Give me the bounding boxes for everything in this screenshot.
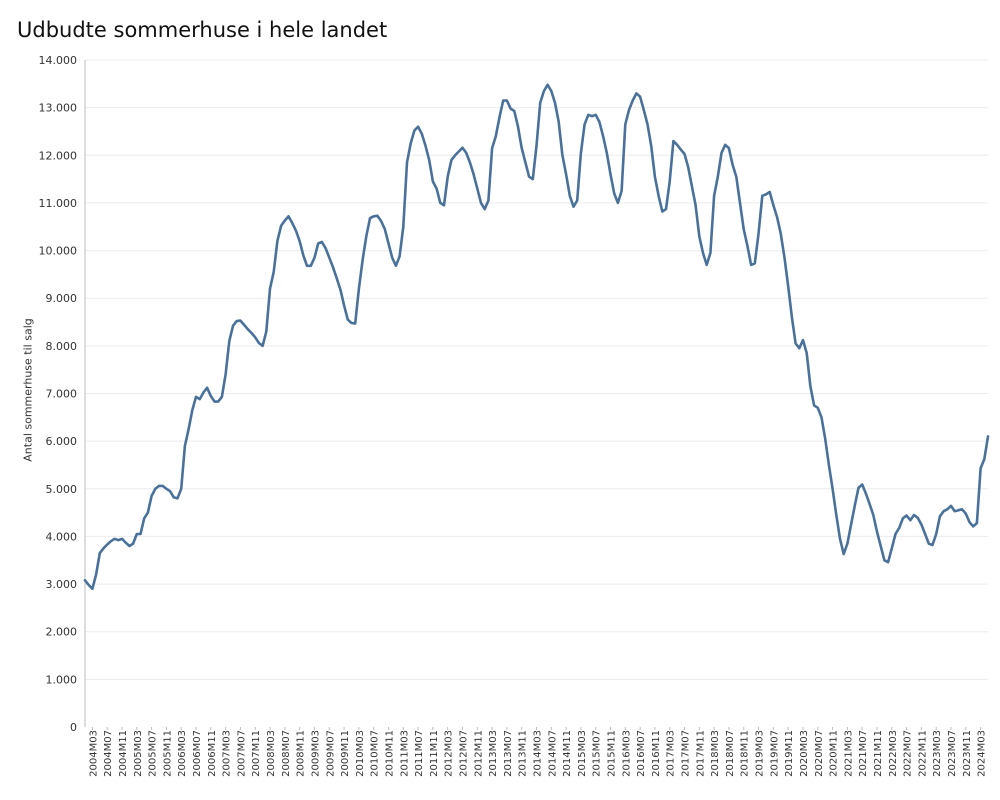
y-tick-label: 2.000 [46, 626, 78, 639]
x-tick-label: 2010M11 [384, 730, 395, 777]
x-tick-label: 2023M03 [932, 730, 943, 777]
x-tick-label: 2014M07 [547, 730, 558, 777]
x-tick-label: 2007M11 [251, 730, 262, 777]
x-tick-label: 2024M03 [977, 730, 988, 777]
x-tick-label: 2007M03 [222, 730, 233, 777]
x-tick-label: 2013M07 [503, 730, 514, 777]
x-tick-label: 2016M07 [636, 730, 647, 777]
y-tick-label: 4.000 [46, 530, 78, 543]
y-tick-label: 13.000 [39, 102, 78, 115]
x-tick-label: 2011M07 [414, 730, 425, 777]
x-tick-label: 2011M11 [429, 730, 440, 777]
x-tick-label: 2018M03 [710, 730, 721, 777]
x-tick-label: 2004M07 [103, 730, 114, 777]
x-tick-label: 2005M03 [133, 730, 144, 777]
x-tick-label: 2017M03 [666, 730, 677, 777]
x-tick-label: 2010M03 [355, 730, 366, 777]
x-tick-label: 2023M11 [962, 730, 973, 777]
x-tick-label: 2022M11 [917, 730, 928, 777]
x-tick-label: 2018M11 [740, 730, 751, 777]
y-tick-label: 10.000 [39, 245, 78, 258]
x-tick-label: 2016M11 [651, 730, 662, 777]
y-tick-label: 1.000 [46, 673, 78, 686]
x-tick-label: 2012M07 [458, 730, 469, 777]
x-tick-label: 2009M11 [340, 730, 351, 777]
x-tick-label: 2015M03 [577, 730, 588, 777]
x-tick-label: 2012M03 [444, 730, 455, 777]
x-tick-label: 2020M07 [814, 730, 825, 777]
x-tick-label: 2020M03 [799, 730, 810, 777]
x-tick-label: 2021M07 [858, 730, 869, 777]
y-tick-label: 8.000 [46, 340, 78, 353]
y-tick-label: 3.000 [46, 578, 78, 591]
x-tick-label: 2014M03 [533, 730, 544, 777]
x-tick-label: 2006M11 [207, 730, 218, 777]
x-tick-label: 2016M03 [621, 730, 632, 777]
x-tick-label: 2022M07 [903, 730, 914, 777]
x-tick-label: 2014M11 [562, 730, 573, 777]
x-tick-label: 2023M07 [947, 730, 958, 777]
x-tick-label: 2005M11 [162, 730, 173, 777]
x-tick-label: 2019M07 [769, 730, 780, 777]
x-tick-label: 2020M11 [829, 730, 840, 777]
x-tick-label: 2006M03 [177, 730, 188, 777]
x-tick-label: 2007M07 [236, 730, 247, 777]
x-tick-label: 2008M11 [296, 730, 307, 777]
y-tick-label: 5.000 [46, 483, 78, 496]
x-tick-label: 2008M07 [281, 730, 292, 777]
x-tick-label: 2009M03 [310, 730, 321, 777]
y-tick-label: 12.000 [39, 149, 78, 162]
x-tick-label: 2019M11 [784, 730, 795, 777]
y-tick-label: 7.000 [46, 388, 78, 401]
x-tick-label: 2013M11 [518, 730, 529, 777]
y-tick-label: 9.000 [46, 292, 78, 305]
x-tick-label: 2004M03 [88, 730, 99, 777]
x-tick-label: 2019M03 [755, 730, 766, 777]
x-tick-label: 2017M11 [695, 730, 706, 777]
x-tick-label: 2006M07 [192, 730, 203, 777]
x-tick-label: 2015M07 [592, 730, 603, 777]
x-tick-label: 2011M03 [399, 730, 410, 777]
y-tick-label: 6.000 [46, 435, 78, 448]
x-tick-label: 2013M03 [488, 730, 499, 777]
x-tick-label: 2012M11 [473, 730, 484, 777]
x-tick-label: 2015M11 [607, 730, 618, 777]
x-tick-label: 2021M03 [843, 730, 854, 777]
x-tick-label: 2005M07 [148, 730, 159, 777]
x-tick-label: 2022M03 [888, 730, 899, 777]
x-tick-label: 2004M11 [118, 730, 129, 777]
y-tick-label: 0 [70, 721, 77, 734]
x-tick-label: 2009M07 [325, 730, 336, 777]
x-tick-label: 2017M07 [681, 730, 692, 777]
y-tick-label: 14.000 [39, 54, 78, 67]
x-tick-label: 2010M07 [370, 730, 381, 777]
chart-title: Udbudte sommerhuse i hele landet [17, 18, 388, 42]
x-tick-label: 2018M07 [725, 730, 736, 777]
series-line [83, 83, 990, 591]
y-tick-label: 11.000 [39, 197, 78, 210]
x-tick-label: 2008M03 [266, 730, 277, 777]
x-tick-label: 2021M11 [873, 730, 884, 777]
